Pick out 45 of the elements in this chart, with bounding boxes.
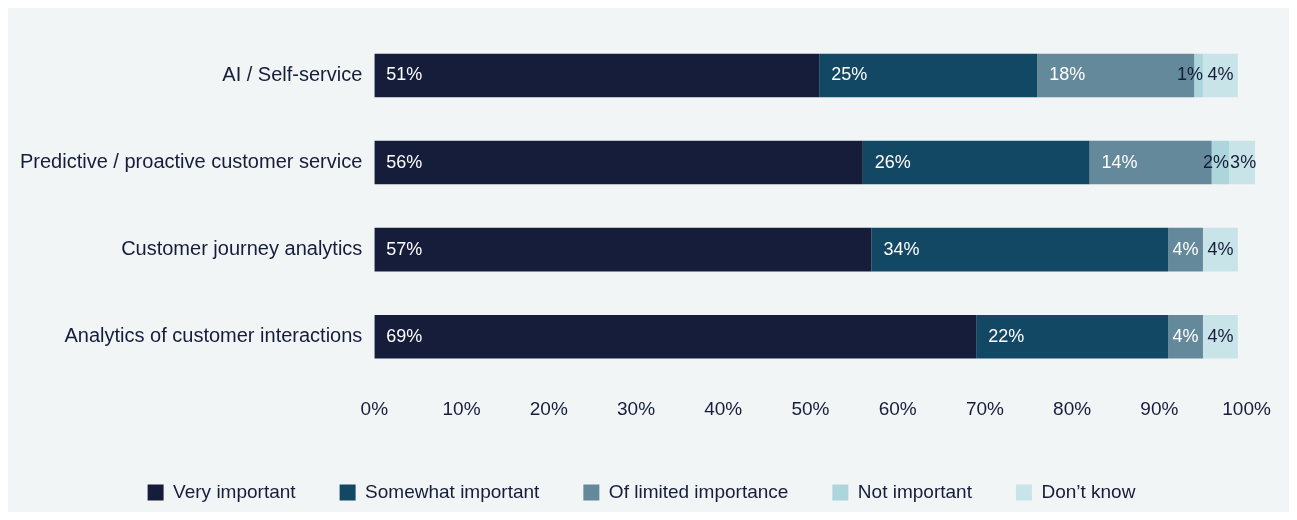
- data-label: 25%: [831, 64, 868, 85]
- data-label: 14%: [1101, 151, 1138, 172]
- x-tick-label: 20%: [529, 397, 568, 419]
- data-label: 57%: [386, 238, 423, 259]
- x-tick-label: 30%: [616, 397, 656, 419]
- data-label: 18%: [1049, 64, 1086, 85]
- x-tick-label: 10%: [442, 397, 481, 419]
- data-label: 3%: [1230, 151, 1257, 172]
- bar: [862, 140, 1090, 185]
- data-label: 4%: [1172, 238, 1199, 259]
- x-tick-label: 80%: [1053, 397, 1092, 419]
- x-tick-label: 50%: [791, 397, 830, 419]
- bar: [976, 314, 1169, 359]
- legend-label: Not important: [857, 480, 973, 502]
- x-tick-label: 40%: [704, 397, 743, 419]
- data-label: 22%: [988, 325, 1025, 346]
- data-label: 51%: [386, 64, 423, 85]
- data-label: 4%: [1207, 325, 1234, 346]
- data-label: 34%: [883, 238, 920, 259]
- x-tick-label: 90%: [1140, 397, 1179, 419]
- x-tick-label: 100%: [1222, 397, 1271, 419]
- legend-label: Of limited importance: [608, 480, 789, 502]
- bar: [374, 53, 820, 98]
- bar: [374, 140, 863, 185]
- bar: [374, 227, 872, 272]
- legend-label: Very important: [173, 480, 297, 502]
- data-label: 56%: [386, 151, 423, 172]
- x-tick-label: 70%: [965, 397, 1005, 419]
- data-label: 4%: [1207, 64, 1234, 85]
- y-tick-label: Analytics of customer interactions: [64, 324, 363, 347]
- legend-label: Don’t know: [1041, 480, 1136, 502]
- bar: [871, 227, 1169, 272]
- data-label: 26%: [874, 151, 911, 172]
- legend-label: Somewhat important: [365, 480, 541, 502]
- data-label: 2%: [1203, 151, 1230, 172]
- x-tick-label: 60%: [878, 397, 917, 419]
- bar: [374, 314, 977, 359]
- y-tick-label: Customer journey analytics: [121, 237, 363, 260]
- data-label: 69%: [386, 325, 423, 346]
- y-tick-label: Predictive / proactive customer service: [20, 150, 363, 173]
- data-label: 4%: [1172, 325, 1199, 346]
- data-label: 4%: [1207, 238, 1234, 259]
- bar: [819, 53, 1038, 98]
- x-tick-label: 0%: [360, 397, 389, 419]
- y-tick-label: AI / Self-service: [222, 63, 363, 86]
